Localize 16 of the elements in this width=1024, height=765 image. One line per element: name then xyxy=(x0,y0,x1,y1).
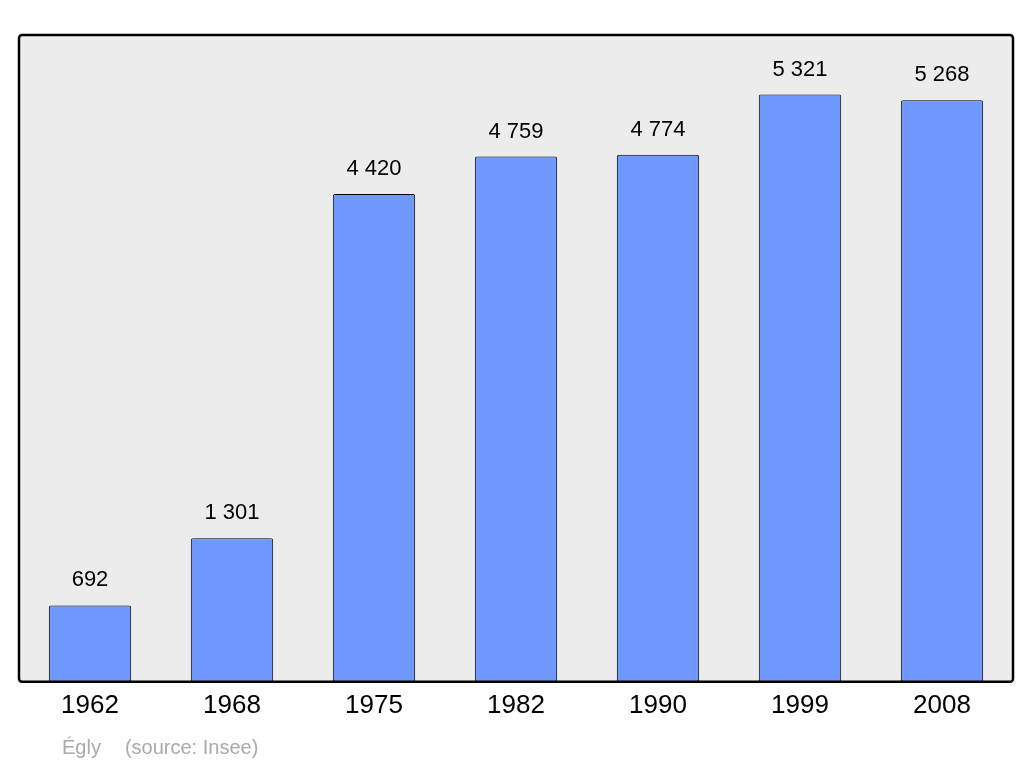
data-label: 5 321 xyxy=(772,55,828,81)
x-tick-label: 1975 xyxy=(345,688,403,719)
data-label: 4 759 xyxy=(488,117,544,143)
x-tick-label: 1968 xyxy=(203,688,261,719)
data-label: 692 xyxy=(71,566,109,592)
x-tick-label: 1982 xyxy=(487,688,545,719)
data-label: 4 420 xyxy=(346,155,402,180)
data-label: 1 301 xyxy=(204,499,260,525)
x-tick-label: 1962 xyxy=(61,688,119,719)
x-tick-label: 2008 xyxy=(913,688,971,719)
text: (source: Insee) xyxy=(124,736,259,758)
data-label: 5 268 xyxy=(914,61,970,87)
x-tick-label: 1999 xyxy=(771,688,829,719)
data-label: 4 774 xyxy=(630,115,686,141)
text: Égly xyxy=(62,736,101,758)
x-tick-label: 1990 xyxy=(629,688,687,719)
